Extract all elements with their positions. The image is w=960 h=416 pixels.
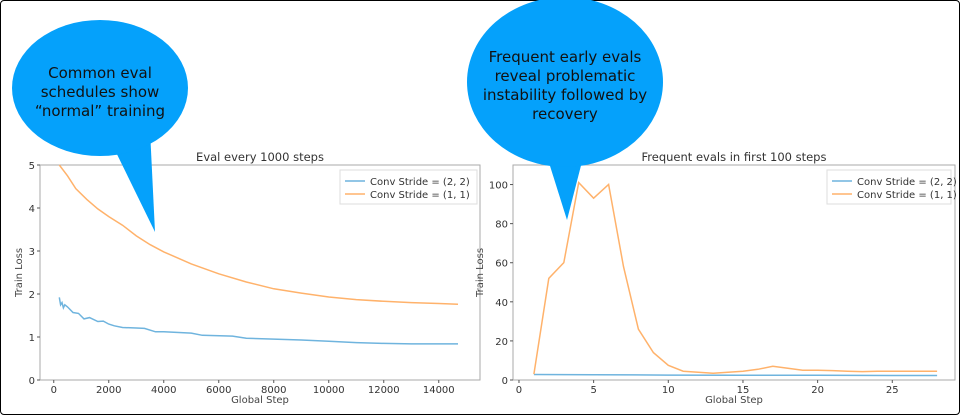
axes-frame xyxy=(39,164,481,381)
legend-label: Conv Stride = (1, 1) xyxy=(857,190,957,201)
y-tick-label: 40 xyxy=(495,298,508,309)
y-tick-label: 4 xyxy=(29,204,35,215)
legend-box xyxy=(826,169,952,205)
x-tick-label: 2000 xyxy=(96,385,121,396)
chart-1: Frequent evals in first 100 steps Global … xyxy=(475,150,957,406)
y-axis-label: Train Loss xyxy=(475,248,486,298)
x-tick-label: 6000 xyxy=(206,385,231,396)
series-line-1 xyxy=(533,181,938,375)
legend-label: Conv Stride = (2, 2) xyxy=(370,177,470,188)
bubble-text-line: instability followed by xyxy=(483,86,647,104)
y-tick-label: 1 xyxy=(29,333,35,344)
x-tick-label: 0 xyxy=(51,385,57,396)
bubble-text-line: Frequent early evals xyxy=(489,48,642,66)
x-tick-label: 5 xyxy=(590,385,596,396)
bubble-text-line: Common eval xyxy=(48,64,152,82)
legend-label: Conv Stride = (1, 1) xyxy=(370,190,470,201)
bubble-tail xyxy=(545,150,585,220)
chart-title: Frequent evals in first 100 steps xyxy=(642,150,827,164)
bubble-text-line: recovery xyxy=(532,105,598,123)
x-tick-label: 14000 xyxy=(423,385,455,396)
x-tick-label: 8000 xyxy=(261,385,286,396)
bubble-text-line: schedules show xyxy=(41,83,160,101)
x-tick-label: 4000 xyxy=(151,385,176,396)
x-axis-label: Global Step xyxy=(231,395,289,406)
legend-label: Conv Stride = (2, 2) xyxy=(857,177,957,188)
y-axis-label: Train Loss xyxy=(14,248,25,298)
y-tick-label: 0 xyxy=(502,376,508,387)
x-tick-label: 10 xyxy=(662,385,675,396)
y-tick-label: 3 xyxy=(29,247,35,258)
y-tick-label: 0 xyxy=(29,376,35,387)
bubble-text-line: “normal” training xyxy=(35,102,165,120)
bubble-text-line: reveal problematic xyxy=(495,67,636,85)
x-tick-label: 0 xyxy=(516,385,522,396)
bubble-tail xyxy=(110,130,155,232)
y-tick-label: 2 xyxy=(29,290,35,301)
x-tick-label: 25 xyxy=(886,385,899,396)
chart-title: Eval every 1000 steps xyxy=(196,150,324,164)
bubble-body xyxy=(12,20,188,156)
series-line-0 xyxy=(58,297,458,345)
y-tick-label: 100 xyxy=(489,181,508,192)
bubble-body xyxy=(467,0,663,167)
x-tick-label: 12000 xyxy=(368,385,400,396)
x-tick-label: 15 xyxy=(737,385,750,396)
x-axis-label: Global Step xyxy=(705,395,763,406)
x-tick-label: 10000 xyxy=(313,385,345,396)
series-line-1 xyxy=(58,164,459,306)
y-tick-label: 60 xyxy=(495,259,508,270)
legend-box xyxy=(339,169,478,205)
chart-0: Eval every 1000 steps Global Step Train Lo… xyxy=(14,150,481,406)
y-tick-label: 5 xyxy=(29,161,35,172)
series-line-0 xyxy=(533,373,938,377)
axes-frame xyxy=(512,164,956,381)
y-tick-label: 20 xyxy=(495,337,508,348)
y-tick-label: 80 xyxy=(495,220,508,231)
x-tick-label: 20 xyxy=(811,385,824,396)
